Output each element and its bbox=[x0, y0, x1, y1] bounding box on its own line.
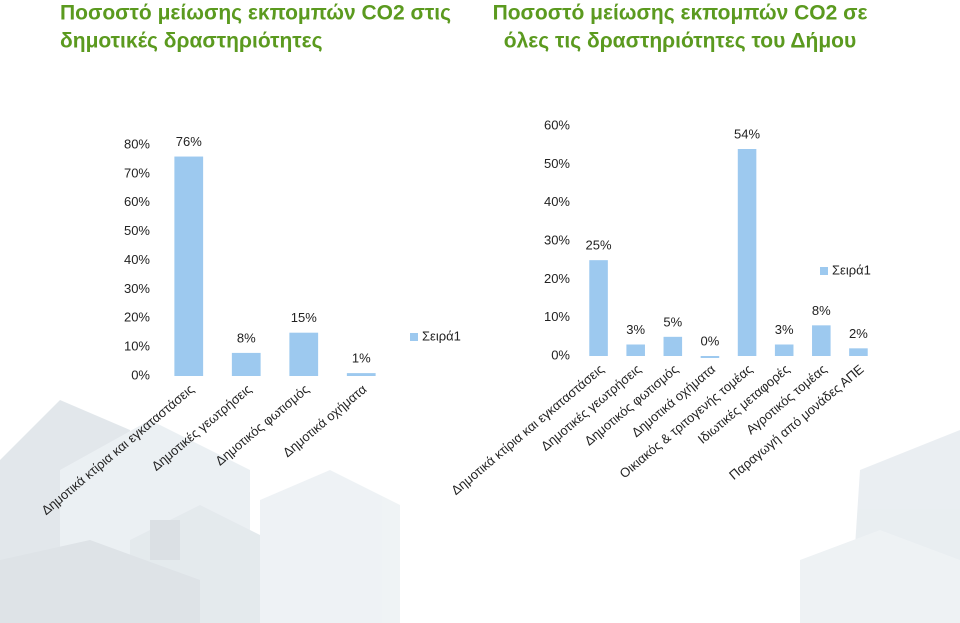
bar bbox=[589, 260, 608, 356]
data-label: 54% bbox=[734, 126, 760, 141]
chart-title: Ποσοστό μείωσης εκπομπών CO2 σε bbox=[493, 2, 868, 25]
legend-label: Σειρά1 bbox=[422, 328, 461, 343]
data-label: 3% bbox=[775, 322, 794, 337]
data-label: 5% bbox=[663, 314, 682, 329]
y-tick-label: 60% bbox=[544, 117, 570, 132]
bar bbox=[346, 373, 376, 376]
y-tick-label: 50% bbox=[124, 223, 150, 238]
legend-label: Σειρά1 bbox=[832, 262, 871, 277]
legend-swatch bbox=[410, 333, 418, 341]
y-tick-label: 30% bbox=[544, 232, 570, 247]
y-tick-label: 30% bbox=[124, 281, 150, 296]
bar bbox=[626, 344, 645, 356]
x-tick-label: Δημοτικά κτίρια και εγκαταστάσεις bbox=[448, 361, 607, 497]
background-village bbox=[0, 400, 960, 623]
y-tick-label: 20% bbox=[544, 271, 570, 286]
data-label: 8% bbox=[237, 330, 256, 345]
data-label: 8% bbox=[812, 303, 831, 318]
x-tick-label: Δημοτικός φωτισμός bbox=[212, 381, 312, 468]
y-tick-label: 10% bbox=[124, 339, 150, 354]
data-label: 0% bbox=[701, 333, 720, 348]
y-tick-label: 40% bbox=[124, 252, 150, 267]
y-tick-label: 70% bbox=[124, 165, 150, 180]
bar bbox=[812, 325, 831, 356]
data-label: 25% bbox=[586, 238, 612, 253]
y-tick-label: 0% bbox=[551, 347, 570, 362]
bar bbox=[663, 336, 683, 356]
chart-title: Ποσοστό μείωσης εκπομπών CO2 στις bbox=[60, 2, 451, 25]
legend-swatch bbox=[820, 267, 828, 275]
y-tick-label: 10% bbox=[544, 309, 570, 324]
bar bbox=[174, 156, 204, 376]
y-tick-label: 50% bbox=[544, 156, 570, 171]
bar bbox=[737, 149, 757, 356]
y-tick-label: 60% bbox=[124, 194, 150, 209]
chart-title: όλες τις δραστηριότητες του Δήμου bbox=[504, 30, 856, 53]
data-label: 3% bbox=[626, 322, 645, 337]
bar bbox=[231, 352, 261, 376]
bar bbox=[289, 332, 319, 376]
bar bbox=[849, 348, 868, 356]
data-label: 15% bbox=[291, 310, 317, 325]
y-tick-label: 40% bbox=[544, 194, 570, 209]
bar bbox=[774, 344, 794, 356]
chart-title: δημοτικές δραστηριότητες bbox=[60, 30, 323, 53]
bar bbox=[700, 356, 720, 358]
y-tick-label: 0% bbox=[131, 367, 150, 382]
data-label: 2% bbox=[849, 326, 868, 341]
y-tick-label: 80% bbox=[124, 136, 150, 151]
y-tick-label: 20% bbox=[124, 310, 150, 325]
data-label: 1% bbox=[352, 351, 371, 366]
data-label: 76% bbox=[176, 134, 202, 149]
